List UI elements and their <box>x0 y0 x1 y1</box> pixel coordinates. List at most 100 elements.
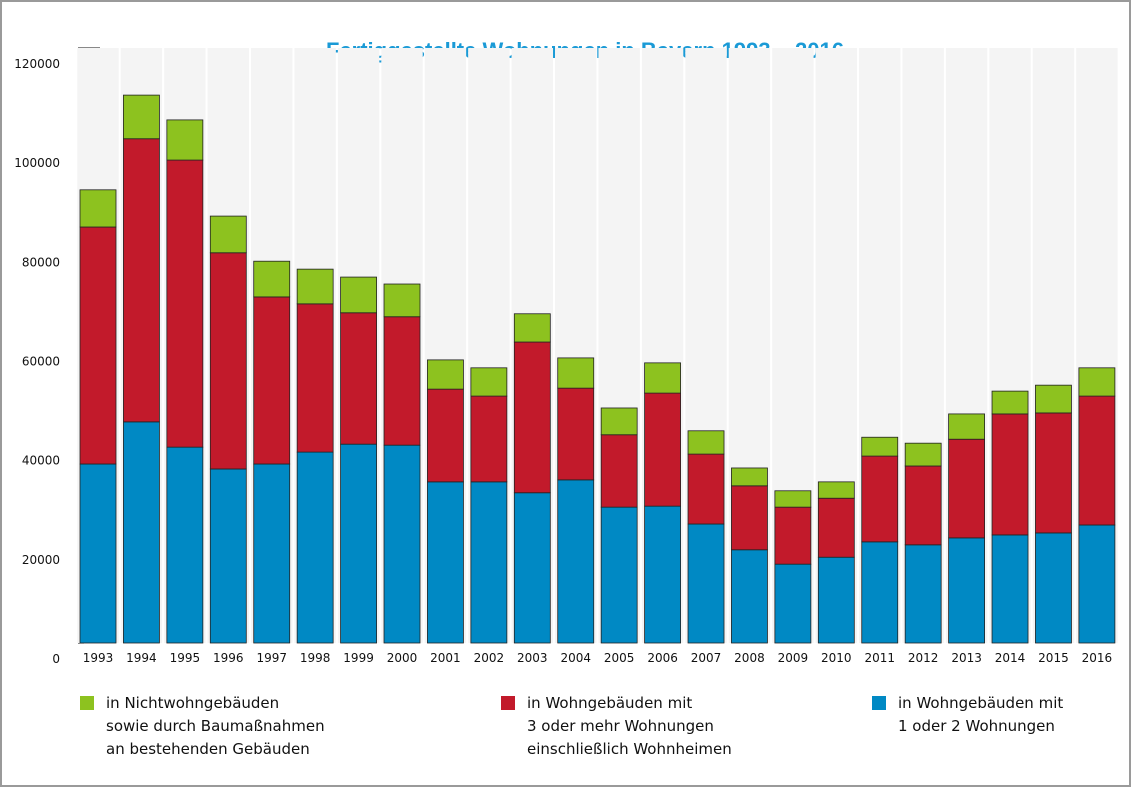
bar-segment <box>644 362 681 394</box>
bar-segment <box>383 444 421 644</box>
bar-segment <box>991 413 1029 536</box>
x-tick-label: 1996 <box>213 651 244 665</box>
bar-segment <box>166 159 204 448</box>
legend-label: in Wohngebäuden mit 3 oder mehr Wohnungen… <box>527 694 732 758</box>
bar-segment <box>904 544 942 644</box>
bar-segment <box>79 189 117 228</box>
bar-segment <box>253 260 291 298</box>
bar-segment <box>383 316 421 446</box>
x-tick-label: 2016 <box>1082 651 1113 665</box>
bar-segment <box>253 296 291 465</box>
bar-segment <box>644 505 681 644</box>
bar-segment <box>340 443 377 644</box>
bar-segment <box>1035 384 1072 414</box>
bar-segment <box>1035 532 1072 644</box>
bar-segment <box>166 119 204 161</box>
x-tick-label: 1993 <box>83 651 114 665</box>
bar-segment <box>731 485 768 551</box>
bar-segment <box>296 303 334 453</box>
bar-segment <box>904 465 942 546</box>
x-tick-label: 2009 <box>778 651 809 665</box>
bar-segment <box>253 463 291 644</box>
legend-swatch <box>872 696 886 710</box>
x-tick-label: 2001 <box>430 651 461 665</box>
bar-segment <box>427 481 464 644</box>
x-tick-label: 2011 <box>864 651 895 665</box>
bar-segment <box>340 312 377 445</box>
bar-segment <box>861 455 899 543</box>
bar-segment <box>991 390 1029 415</box>
bar-segment <box>731 467 768 487</box>
x-tick-label: 2006 <box>647 651 678 665</box>
y-tick-label: 100000 <box>14 156 60 170</box>
bar-segment <box>600 434 638 508</box>
bar-segment <box>470 367 508 397</box>
legend-label: in Nichtwohngebäuden sowie durch Baumaßna… <box>106 694 325 758</box>
bar-segment <box>774 563 812 644</box>
x-tick-label: 2013 <box>951 651 982 665</box>
bar-segment <box>209 252 247 470</box>
bar-segment <box>513 313 551 343</box>
x-tick-label: 2007 <box>691 651 722 665</box>
bar-segment <box>166 446 204 644</box>
bar-segment <box>123 138 160 423</box>
bar-segment <box>687 523 725 644</box>
bar-segment <box>557 479 595 644</box>
x-tick-label: 1995 <box>170 651 201 665</box>
x-tick-label: 2005 <box>604 651 635 665</box>
bar-segment <box>948 537 985 644</box>
bar-segment <box>209 468 247 644</box>
bar-segment <box>557 357 595 389</box>
bar-segment <box>513 492 551 644</box>
bar-segment <box>817 481 855 499</box>
x-tick-label: 1994 <box>126 651 157 665</box>
bar-segment <box>774 490 812 508</box>
legend-swatch <box>501 696 515 710</box>
y-tick-label: 0 <box>52 652 60 666</box>
bar-segment <box>79 226 117 465</box>
bar-segment <box>383 283 421 318</box>
y-tick-label: 120000 <box>14 57 60 71</box>
y-tick-label: 60000 <box>22 355 60 369</box>
bar-segment <box>991 534 1029 644</box>
y-tick-label: 80000 <box>22 255 60 269</box>
bar-segment <box>427 359 464 390</box>
bar-segment <box>861 436 899 457</box>
bar-segment <box>296 268 334 305</box>
bar-segment <box>644 392 681 507</box>
bar-segment <box>600 506 638 644</box>
x-tick-label: 2008 <box>734 651 765 665</box>
bar-segment <box>470 395 508 483</box>
bar-segment <box>340 276 377 314</box>
bar-segment <box>123 94 160 140</box>
bar-segment <box>817 497 855 558</box>
x-tick-label: 1998 <box>300 651 331 665</box>
x-tick-label: 2015 <box>1038 651 1069 665</box>
x-tick-label: 1997 <box>256 651 287 665</box>
bar-segment <box>296 451 334 644</box>
bar-segment <box>123 421 160 644</box>
x-tick-label: 2004 <box>560 651 591 665</box>
bar-segment <box>731 549 768 644</box>
bar-segment <box>687 453 725 525</box>
bar-segment <box>209 215 247 254</box>
x-tick-label: 2012 <box>908 651 939 665</box>
x-tick-label: 2003 <box>517 651 548 665</box>
bar-segment <box>904 442 942 467</box>
x-tick-label: 2014 <box>995 651 1026 665</box>
bar-segment <box>861 541 899 644</box>
bar-segment <box>687 430 725 455</box>
bar-segment <box>948 438 985 539</box>
bar-segment <box>557 387 595 481</box>
x-tick-label: 1999 <box>343 651 374 665</box>
y-tick-label: 20000 <box>22 553 60 567</box>
bar-segment <box>513 341 551 494</box>
legend-swatch <box>80 696 94 710</box>
x-tick-label: 2000 <box>387 651 418 665</box>
bar-segment <box>1078 395 1116 526</box>
bar-segment <box>817 556 855 644</box>
bar-segment <box>470 481 508 644</box>
x-tick-label: 2010 <box>821 651 852 665</box>
